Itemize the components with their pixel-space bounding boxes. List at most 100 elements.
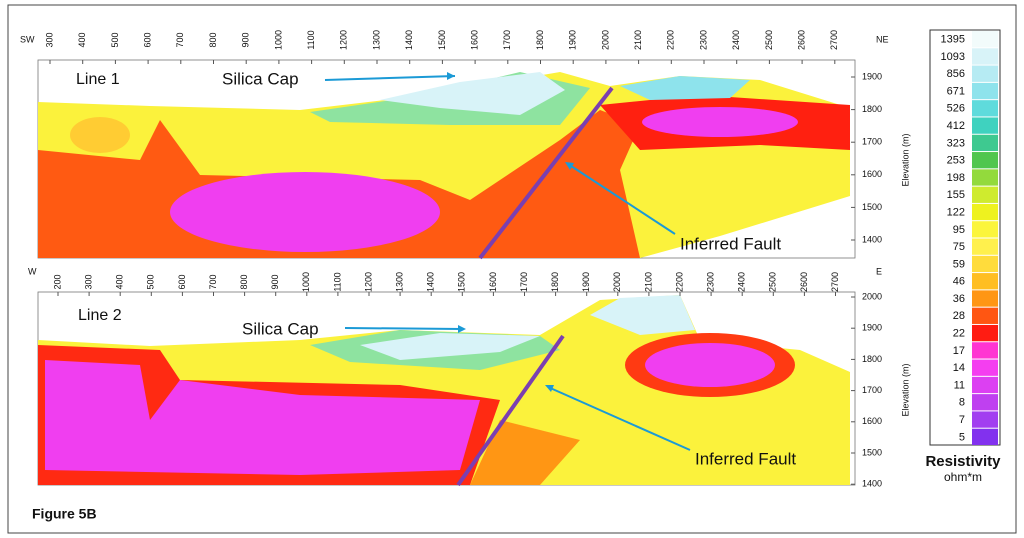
- colorbar-swatch: [972, 411, 998, 428]
- x-tick-label: 600: [177, 274, 187, 289]
- y-tick-label: 1600: [862, 169, 882, 179]
- colorbar-label: 856: [947, 68, 965, 80]
- annotation-arrow: [344, 327, 463, 330]
- x-tick-label: 2500: [768, 272, 778, 292]
- colorbar-label: 75: [953, 241, 965, 253]
- annotation-arrow: [324, 75, 456, 81]
- arrow-head: [565, 162, 574, 170]
- y-tick-label: 1500: [862, 202, 882, 212]
- colorbar-label: 198: [947, 172, 965, 184]
- x-tick-label: 1700: [519, 272, 529, 292]
- annotation-arrow: [547, 386, 691, 451]
- direction-label: E: [876, 266, 882, 276]
- x-tick-label: 2400: [737, 272, 747, 292]
- colorbar-title: Resistivity: [925, 453, 1001, 470]
- annotation: Inferred Fault: [695, 449, 796, 468]
- resistivity-fill: [45, 360, 480, 475]
- colorbar-label: 323: [947, 137, 965, 149]
- colorbar-swatch: [972, 82, 998, 100]
- section-line-2: Line 2 Silica Cap Inferred Fault W E Ele…: [28, 266, 910, 487]
- x-tick-label: 1000: [273, 30, 283, 50]
- x-tick-label: 600: [142, 32, 152, 47]
- colorbar-swatch: [972, 100, 998, 117]
- x-tick-label: 900: [270, 274, 280, 289]
- fault-line: [478, 86, 614, 260]
- x-tick-label: 2300: [698, 30, 708, 50]
- x-tick-label: 2600: [799, 272, 809, 292]
- arrow-head: [545, 385, 554, 392]
- y-tick-label: 1900: [862, 323, 882, 333]
- direction-label: SW: [20, 34, 35, 44]
- colorbar-swatch: [972, 186, 998, 203]
- x-tick-label: 1400: [426, 272, 436, 292]
- y-tick-label: 1600: [862, 416, 882, 426]
- colorbar-label: 46: [953, 276, 965, 288]
- colorbar-label: 95: [953, 224, 965, 236]
- x-tick-label: 1500: [457, 272, 467, 292]
- resistivity-fill: [470, 420, 580, 485]
- direction-label: W: [28, 266, 37, 276]
- colorbar-label: 1093: [941, 51, 965, 63]
- colorbar-label: 1395: [941, 34, 965, 46]
- x-tick-label: 1800: [550, 272, 560, 292]
- x-tick-label: 1100: [306, 30, 316, 49]
- colorbar-label: 155: [947, 189, 965, 201]
- colorbar-label: 59: [953, 258, 965, 270]
- x-tick-label: 700: [175, 32, 185, 47]
- x-tick-label: 2300: [705, 272, 715, 292]
- x-tick-label: 2400: [731, 30, 741, 50]
- x-tick-label: 2500: [764, 30, 774, 50]
- direction-label: NE: [876, 34, 889, 44]
- colorbar-label: 36: [953, 293, 965, 305]
- x-tick-label: 800: [239, 274, 249, 289]
- x-tick-label: 1900: [568, 30, 578, 50]
- x-tick-label: 400: [115, 274, 125, 289]
- x-tick-label: 200: [52, 274, 62, 289]
- x-tick-label: 1600: [488, 272, 498, 292]
- y-tick-label: 1800: [862, 104, 882, 114]
- colorbar-swatch: [972, 203, 998, 221]
- x-tick-label: 1900: [581, 272, 591, 292]
- y-tick-label: 1900: [862, 71, 882, 81]
- x-tick-label: 2200: [674, 272, 684, 292]
- colorbar-swatch: [972, 134, 998, 152]
- y-tick-label: 2000: [862, 291, 882, 301]
- x-tick-label: 1600: [469, 30, 479, 50]
- x-tick-label: 1800: [535, 30, 545, 50]
- x-tick-label: 2000: [600, 30, 610, 50]
- panel-label: Line 1: [76, 71, 120, 88]
- y-axis-label: Elevation (m): [900, 133, 910, 186]
- colorbar-label: 412: [947, 120, 965, 132]
- resistivity-fill: [70, 117, 130, 153]
- x-tick-label: 2600: [796, 30, 806, 50]
- x-tick-label: 500: [110, 32, 120, 47]
- colorbar-swatch: [972, 359, 998, 376]
- x-tick-label: 500: [146, 274, 156, 289]
- resistivity-fill: [590, 295, 695, 335]
- annotation-arrow: [567, 163, 676, 235]
- x-tick-label: 1300: [371, 30, 381, 50]
- x-tick-label: 700: [208, 274, 218, 289]
- colorbar-label: 5: [959, 431, 965, 443]
- colorbar-swatch: [972, 152, 998, 169]
- colorbar-swatch: [972, 255, 998, 273]
- y-axis-label: Elevation (m): [900, 363, 910, 416]
- colorbar-label: 7: [959, 414, 965, 426]
- colorbar-swatch: [972, 65, 998, 82]
- resistivity-fill: [642, 107, 798, 137]
- colorbar-swatch: [972, 394, 998, 411]
- colorbar-label: 253: [947, 155, 965, 167]
- annotation: Silica Cap: [242, 319, 319, 338]
- colorbar-label: 526: [947, 103, 965, 115]
- x-tick-label: 800: [208, 32, 218, 47]
- colorbar-swatch: [972, 290, 998, 307]
- figure-label: Figure 5B: [32, 506, 97, 522]
- y-tick-label: 1500: [862, 447, 882, 457]
- x-tick-label: 1000: [301, 272, 311, 292]
- colorbar-swatch: [972, 31, 998, 48]
- arrow-head: [458, 325, 466, 333]
- x-tick-label: 900: [241, 32, 251, 47]
- resistivity-fill: [645, 343, 775, 387]
- resistivity-fill: [170, 172, 440, 252]
- x-tick-label: 1700: [502, 30, 512, 50]
